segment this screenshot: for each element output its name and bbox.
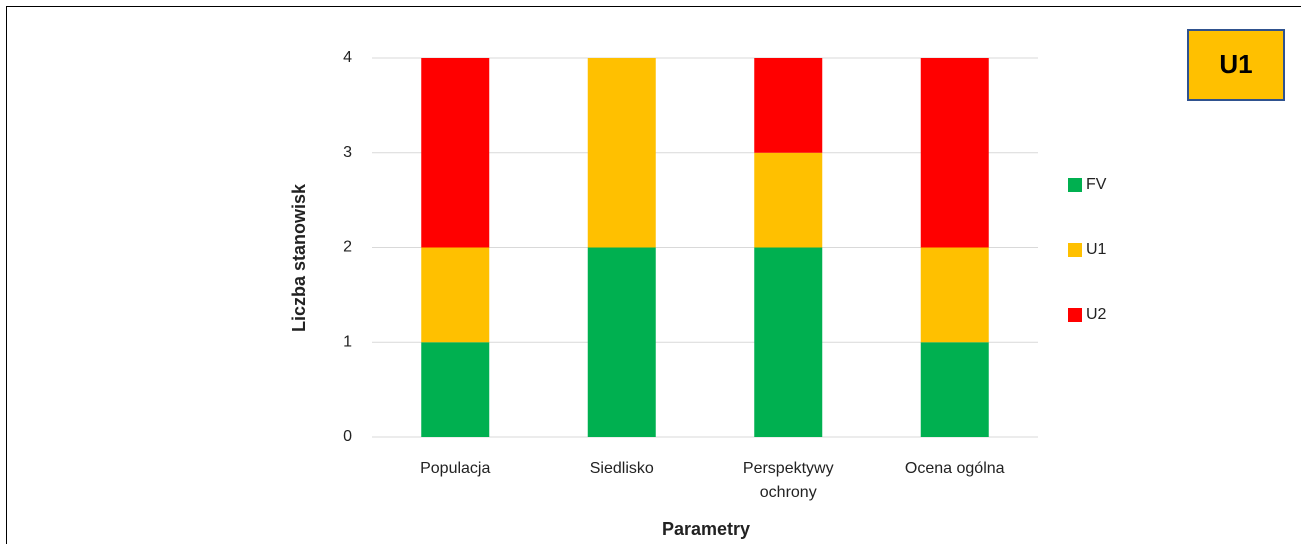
bar-segment xyxy=(421,58,490,248)
bar-segment xyxy=(421,342,490,437)
bar-segment xyxy=(920,342,989,437)
y-tick-label: 2 xyxy=(343,239,352,256)
legend-swatch xyxy=(1068,178,1082,192)
legend-swatch xyxy=(1068,308,1082,322)
y-tick-label: 4 xyxy=(343,49,352,66)
x-tick-label: Siedlisko xyxy=(589,460,654,477)
legend-label: U2 xyxy=(1086,306,1107,323)
x-tick-label: Populacja xyxy=(420,460,491,477)
bar-segment xyxy=(421,247,490,343)
legend-label: FV xyxy=(1086,176,1107,193)
y-tick-label: 1 xyxy=(343,333,352,350)
y-tick-label: 3 xyxy=(343,144,352,161)
bar-segment xyxy=(754,152,823,248)
badge xyxy=(1187,29,1285,101)
bar-segment xyxy=(754,247,823,437)
legend-label: U1 xyxy=(1086,241,1107,258)
frame xyxy=(6,6,1301,544)
bar-segment xyxy=(920,58,989,248)
bar-segment xyxy=(587,247,656,437)
legend-swatch xyxy=(1068,243,1082,257)
bar-segment xyxy=(587,58,656,248)
y-axis-label: Liczba stanowisk xyxy=(289,183,309,332)
y-tick-label: 0 xyxy=(343,428,352,445)
x-tick-label: Ocena ogólna xyxy=(904,460,1005,477)
bar-segment xyxy=(754,58,823,153)
badge-text: U1 xyxy=(1219,49,1252,79)
bar-segment xyxy=(920,247,989,343)
x-tick-label: Perspektywy ochrony xyxy=(742,460,834,501)
x-axis-label: Parametry xyxy=(662,519,750,539)
